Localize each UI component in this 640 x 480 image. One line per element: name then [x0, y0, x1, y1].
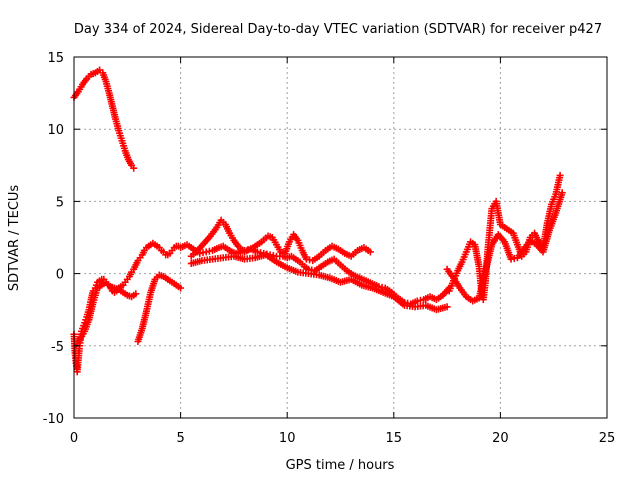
data-markers	[70, 66, 566, 376]
grid	[74, 57, 607, 418]
y-tick-label: 5	[56, 195, 64, 210]
x-tick-label: 20	[492, 431, 509, 446]
y-tick-label: -5	[51, 340, 64, 355]
x-axis-label: GPS time / hours	[286, 458, 395, 473]
y-axis-label: SDTVAR / TECUs	[7, 185, 22, 292]
data-point	[556, 171, 564, 179]
axis-ticks: 0 5 10 15 20 25 -10 -5 0 5 10 15	[43, 51, 616, 446]
data-point	[132, 290, 140, 298]
x-tick-label: 10	[279, 431, 296, 446]
data-point	[443, 303, 451, 311]
x-tick-label: 25	[599, 431, 616, 446]
x-tick-label: 5	[176, 431, 184, 446]
data-point	[366, 248, 374, 256]
data-point	[177, 284, 185, 292]
data-point	[558, 189, 566, 197]
x-tick-label: 0	[70, 431, 78, 446]
plot-frame	[73, 56, 608, 419]
chart-title: Day 334 of 2024, Sidereal Day-to-day VTE…	[74, 22, 602, 37]
y-tick-label: 15	[47, 51, 64, 66]
y-tick-label: -10	[43, 412, 64, 427]
x-tick-label: 15	[386, 431, 403, 446]
data-point	[130, 164, 138, 172]
y-tick-label: 10	[47, 123, 64, 138]
y-tick-label: 0	[56, 268, 64, 283]
